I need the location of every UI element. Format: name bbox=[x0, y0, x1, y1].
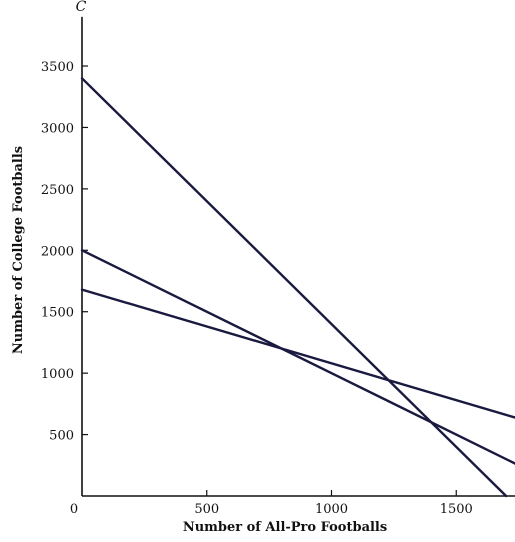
x-tick-label: 500 bbox=[194, 502, 219, 517]
axes bbox=[81, 16, 515, 497]
x-axis-title: Number of All-Pro Footballs bbox=[183, 520, 387, 535]
x-tick-label: 1500 bbox=[440, 502, 473, 517]
y-axis-letter: C bbox=[76, 0, 87, 15]
y-axis-title: Number of College Footballs bbox=[11, 146, 26, 354]
y-tick-label: 1000 bbox=[41, 367, 74, 382]
x-tick-label: 1000 bbox=[315, 502, 348, 517]
series-line bbox=[80, 288, 515, 419]
origin-label: 0 bbox=[70, 502, 78, 517]
y-tick-label: 500 bbox=[49, 429, 74, 444]
y-tick-label: 1500 bbox=[41, 306, 74, 321]
series-line bbox=[80, 77, 508, 498]
y-axis-ticks: 500 1000 1500 2000 2500 3000 3500 bbox=[41, 60, 88, 444]
y-tick-label: 2500 bbox=[41, 183, 74, 198]
y-tick-label: 3500 bbox=[41, 60, 74, 75]
series-lines bbox=[80, 77, 515, 498]
series-line bbox=[80, 249, 515, 465]
y-tick-label: 2000 bbox=[41, 244, 74, 259]
y-tick-label: 3000 bbox=[41, 121, 74, 136]
